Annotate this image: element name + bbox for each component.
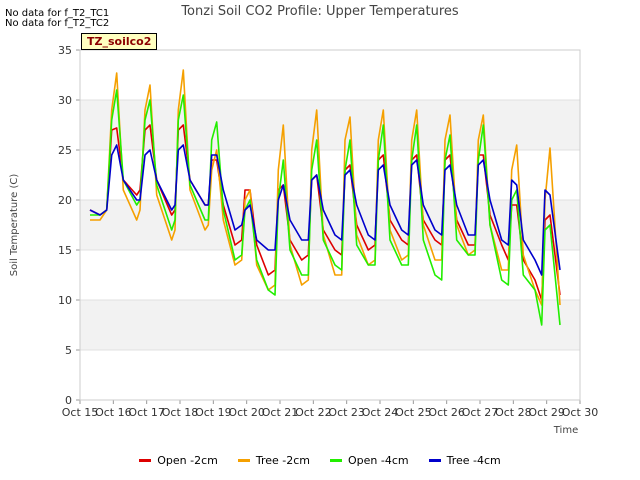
y-tick-label: 5 [65,344,72,357]
y-tick-label: 35 [58,44,72,57]
y-axis-label: Soil Temperature (C) [9,174,20,277]
x-tick-label: Oct 21 [262,406,299,419]
x-tick-label: Oct 22 [295,406,332,419]
series-lines [89,69,561,326]
y-tick-label: 20 [58,194,72,207]
legend-item-open-4cm: Open -4cm [330,454,409,467]
legend-label: Tree -2cm [255,454,310,467]
series-line-tree-4cm [89,144,561,276]
legend-swatch-open-4cm [330,459,342,462]
grid-band [80,300,580,350]
series-line-open-4cm [90,89,561,326]
x-tick-label: Oct 23 [328,406,365,419]
x-tick-label: Oct 17 [128,406,165,419]
x-tick-label: Oct 16 [95,406,132,419]
no-data-note-2: No data for f_T2_TC2 [5,18,110,29]
chart-title: Tonzi Soil CO2 Profile: Upper Temperatur… [181,4,459,19]
x-axis-label: Time [553,425,578,436]
legend-label: Tree -4cm [446,454,501,467]
legend-item-open-2cm: Open -2cm [139,454,218,467]
x-tick-label: Oct 15 [62,406,99,419]
legend-item-tree-4cm: Tree -4cm [428,454,501,467]
y-axis-ticks: 0 5 10 15 20 25 30 35 [58,44,80,407]
legend-swatch-tree-4cm [428,459,441,462]
legend: Open -2cm Tree -2cm Open -4cm Tree -4cm [0,454,640,467]
site-badge: TZ_soilco2 [81,33,158,50]
x-tick-label: Oct 18 [162,406,199,419]
grid-band [80,100,580,150]
y-tick-label: 25 [58,144,72,157]
legend-swatch-tree-2cm [237,459,250,462]
x-tick-label: Oct 27 [462,406,499,419]
x-tick-label: Oct 25 [395,406,432,419]
y-tick-label: 10 [58,294,72,307]
legend-label: Open -4cm [348,454,409,467]
y-tick-label: 0 [65,394,72,407]
no-data-note-1: No data for f_T2_TC1 [5,8,110,19]
legend-label: Open -2cm [157,454,218,467]
x-tick-label: Oct 20 [228,406,265,419]
x-tick-label: Oct 19 [195,406,232,419]
legend-swatch-open-2cm [139,459,152,462]
y-tick-label: 15 [58,244,72,257]
x-tick-label: Oct 30 [562,406,599,419]
y-tick-label: 30 [58,94,72,107]
x-tick-label: Oct 29 [528,406,565,419]
x-tick-label: Oct 28 [495,406,532,419]
plot-frame [79,49,581,401]
x-tick-label: Oct 24 [362,406,399,419]
x-tick-label: Oct 26 [428,406,465,419]
legend-item-tree-2cm: Tree -2cm [237,454,310,467]
